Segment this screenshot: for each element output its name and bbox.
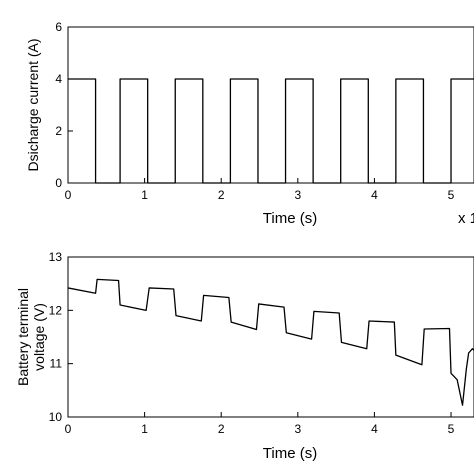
current-x-tick-label: 0	[65, 188, 72, 202]
discharge-current-line	[68, 78, 474, 184]
current-plot-frame	[67, 26, 474, 184]
current-y-tick-label: 2	[55, 124, 62, 138]
current-x-tick-label: 5	[448, 188, 455, 202]
current-y-tick-label: 6	[55, 20, 62, 34]
current-x-tick-label: 4	[371, 188, 378, 202]
voltage-x-tick-label: 4	[371, 422, 378, 436]
voltage-y-tick-label: 13	[49, 250, 63, 264]
current-x-tick-label: 2	[218, 188, 225, 202]
voltage-y-tick-label: 11	[50, 357, 63, 371]
voltage-y-tick-label: 10	[49, 410, 63, 424]
voltage-y-tick-label: 12	[49, 303, 63, 317]
voltage-x-tick-label: 2	[218, 422, 225, 436]
current-x-multiplier: x 1	[458, 210, 474, 227]
voltage-plot-frame	[67, 256, 474, 418]
current-y-tick-label: 4	[55, 72, 62, 86]
voltage-x-tick-label: 5	[448, 422, 455, 436]
current-panel: 0 2 4 6 0 1 2 3 4 5 Time (s) x 1 Dsicharge curre…	[25, 20, 474, 227]
current-y-axis-label: Dsicharge current (A)	[25, 38, 41, 171]
voltage-y-axis-label: Battery terminal voltage (V)	[15, 288, 47, 386]
current-y-tick-label: 0	[55, 176, 62, 190]
current-x-tick-label: 1	[141, 188, 148, 202]
voltage-x-axis-label: Time (s)	[263, 445, 317, 462]
voltage-x-tick-label: 1	[141, 422, 148, 436]
current-x-tick-label: 3	[294, 188, 301, 202]
voltage-x-tick-label: 3	[294, 422, 301, 436]
svg-text:voltage (V): voltage (V)	[31, 303, 47, 371]
voltage-x-tick-label: 0	[65, 422, 72, 436]
current-x-axis-label: Time (s)	[263, 210, 317, 227]
terminal-voltage-line	[67, 278, 474, 406]
svg-text:Battery terminal: Battery terminal	[15, 288, 31, 386]
